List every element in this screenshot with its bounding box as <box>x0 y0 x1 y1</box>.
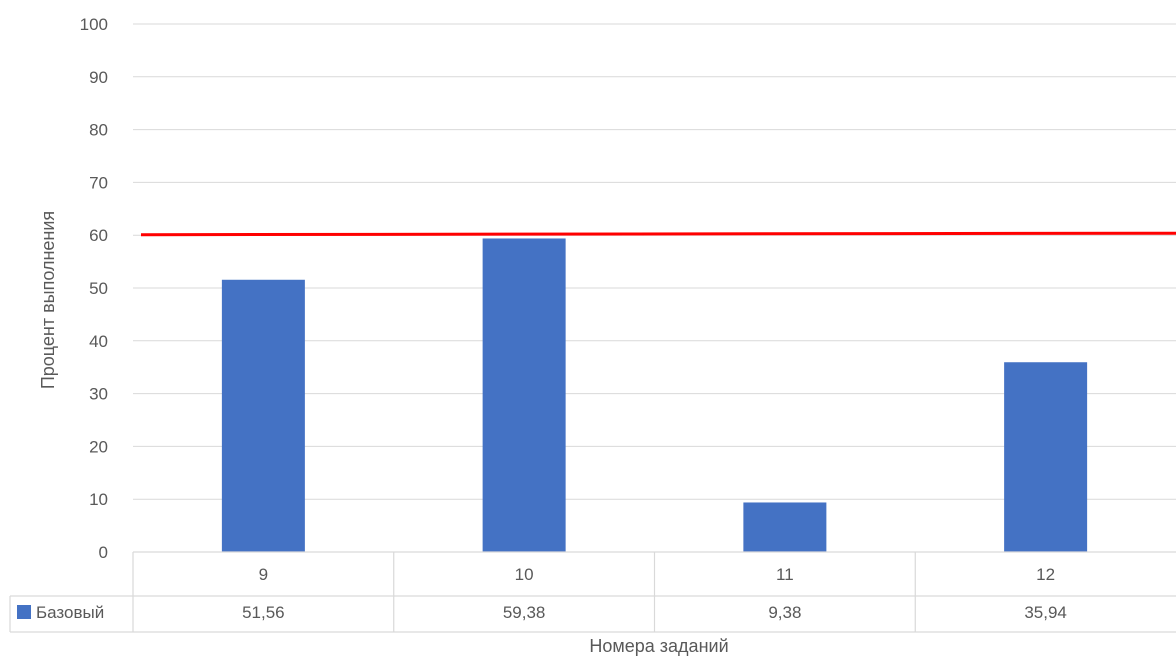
category-label: 11 <box>776 565 794 584</box>
legend-label: Базовый <box>36 603 104 622</box>
y-tick-label: 40 <box>89 332 108 351</box>
y-tick-label: 20 <box>89 437 108 456</box>
y-tick-label: 50 <box>89 279 108 298</box>
bar <box>1004 362 1088 552</box>
data-value-label: 9,38 <box>768 603 801 622</box>
y-tick-label: 100 <box>80 15 108 34</box>
data-value-label: 35,94 <box>1024 603 1067 622</box>
y-tick-label: 0 <box>99 543 108 562</box>
bar <box>482 238 566 552</box>
y-axis-ticks: 0 10 20 30 40 50 60 70 80 90 100 <box>80 15 108 562</box>
y-tick-label: 10 <box>89 490 108 509</box>
data-value-label: 51,56 <box>242 603 285 622</box>
y-axis-label: Процент выполнения <box>38 211 58 389</box>
data-table: 9 10 11 12 Базовый 51,56 59,38 9,38 35,94 <box>9 551 1176 633</box>
y-tick-label: 80 <box>89 121 108 140</box>
category-label: 12 <box>1036 565 1055 584</box>
y-tick-label: 90 <box>89 68 108 87</box>
y-tick-label: 70 <box>89 173 108 192</box>
data-value-label: 59,38 <box>503 603 546 622</box>
x-axis-label: Номера заданий <box>589 636 728 656</box>
category-label: 9 <box>259 565 268 584</box>
bars <box>221 238 1088 552</box>
legend-swatch <box>17 605 31 619</box>
reference-line <box>140 231 1176 237</box>
y-tick-label: 60 <box>89 226 108 245</box>
bar <box>743 502 827 552</box>
y-tick-label: 30 <box>89 385 108 404</box>
category-label: 10 <box>515 565 534 584</box>
bar <box>221 279 305 552</box>
